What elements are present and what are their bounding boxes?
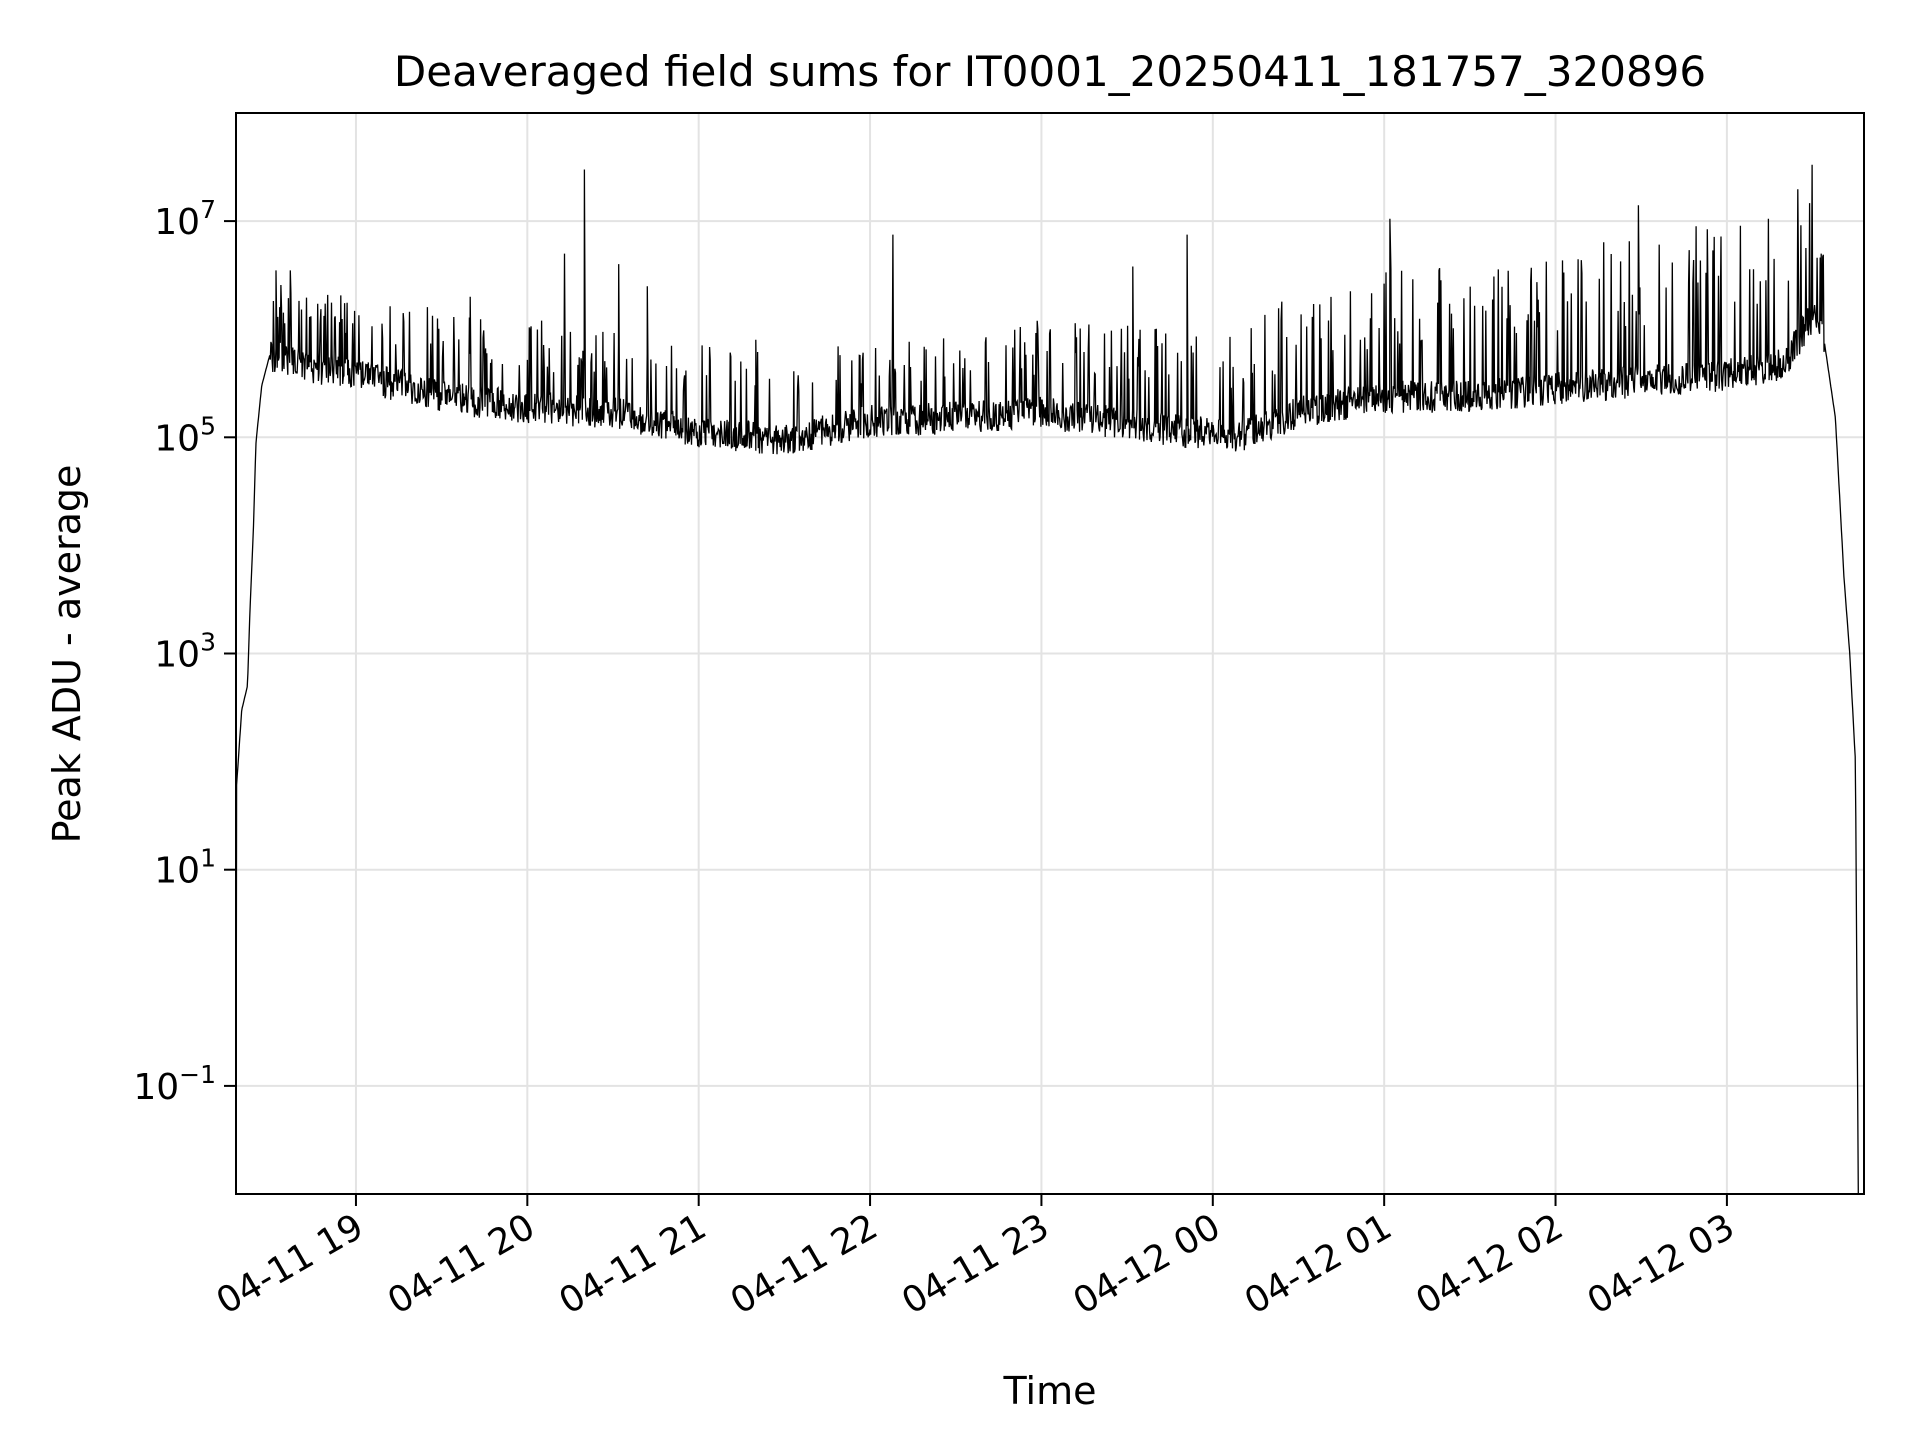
y-tick-label: 101 xyxy=(154,844,216,892)
grid xyxy=(236,113,1864,1194)
plot-area xyxy=(235,164,1859,1195)
y-tick-label: 10−1 xyxy=(133,1060,216,1108)
y-tick-label: 107 xyxy=(154,195,216,243)
y-tick-label: 105 xyxy=(154,411,216,459)
y-tick-label: 103 xyxy=(154,628,216,676)
y-axis-label: Peak ADU - average xyxy=(45,465,89,844)
y-axis: 10−1 101 103 105 107 xyxy=(133,195,236,1108)
chart-title: Deaveraged field sums for IT0001_2025041… xyxy=(394,47,1706,96)
series-line xyxy=(235,164,1859,1195)
x-axis-label: Time xyxy=(1003,1369,1097,1413)
